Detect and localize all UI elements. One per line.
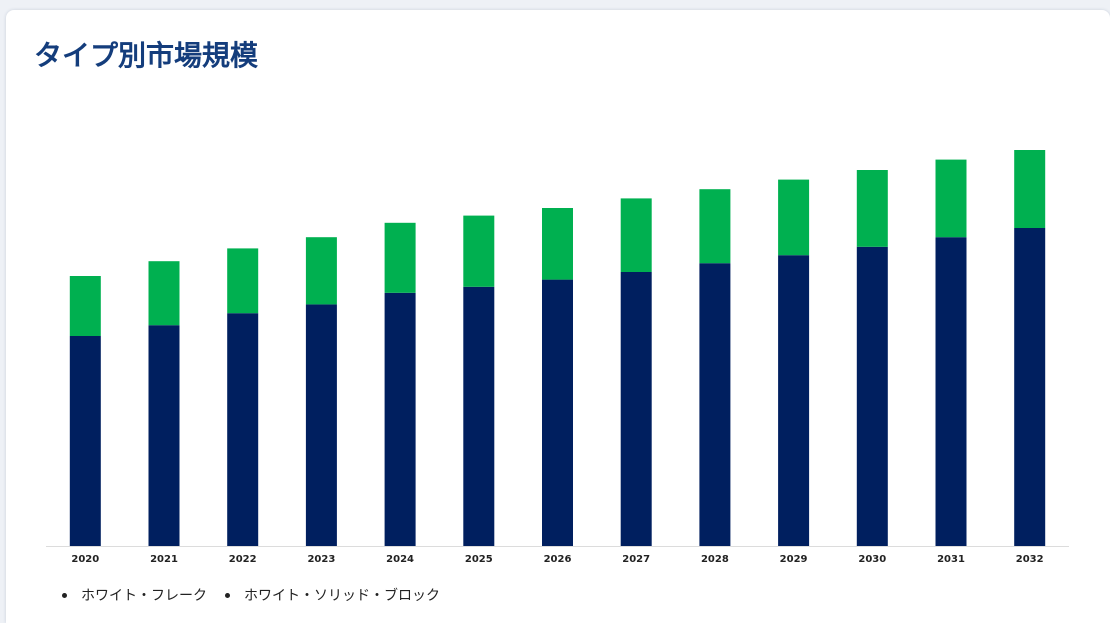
bar-2031-series-1[interactable] <box>935 159 967 238</box>
bar-2030-series-1[interactable] <box>856 170 888 247</box>
bar-2028-series-0[interactable] <box>699 263 731 546</box>
bar-2021-series-0[interactable] <box>148 325 180 546</box>
x-tick-label-2023: 2023 <box>307 554 335 565</box>
chart-legend: ホワイト・フレーク ホワイト・ソリッド・ブロック <box>62 585 440 605</box>
bar-2024-series-1[interactable] <box>384 222 416 293</box>
bar-2029-series-0[interactable] <box>778 255 810 546</box>
x-tick-label-2022: 2022 <box>229 554 257 565</box>
bar-2031-series-0[interactable] <box>935 237 967 546</box>
legend-label-white-solid-block: ホワイト・ソリッド・ブロック <box>244 588 440 604</box>
bar-2027-series-0[interactable] <box>620 272 652 546</box>
x-tick-label-2029: 2029 <box>780 554 808 565</box>
bar-2024-series-0[interactable] <box>384 292 416 546</box>
stacked-bar-chart: 2020 2021 2022 2023 2024 2025 2026 2027 2028 2029… <box>46 150 1069 565</box>
bar-2021-series-1[interactable] <box>148 261 180 326</box>
bar-2022-series-0[interactable] <box>227 313 259 546</box>
bar-2032-series-1[interactable] <box>1014 150 1046 228</box>
legend-item-white-flake[interactable]: ホワイト・フレーク <box>62 585 207 605</box>
legend-bullet-icon <box>62 592 67 598</box>
bar-2023-series-1[interactable] <box>305 237 337 305</box>
x-tick-label-2028: 2028 <box>701 554 729 565</box>
bar-2032-series-0[interactable] <box>1014 228 1046 546</box>
x-tick-label-2026: 2026 <box>544 554 572 565</box>
bar-2025-series-1[interactable] <box>463 215 495 287</box>
bar-2029-series-1[interactable] <box>778 179 810 256</box>
x-tick-label-2031: 2031 <box>937 554 965 565</box>
x-tick-label-2020: 2020 <box>71 554 99 565</box>
bar-2030-series-0[interactable] <box>856 246 888 547</box>
bar-2020-series-0[interactable] <box>69 336 101 546</box>
legend-label-white-flake: ホワイト・フレーク <box>81 588 207 604</box>
legend-item-white-solid-block[interactable]: ホワイト・ソリッド・ブロック <box>225 585 440 605</box>
x-tick-label-2032: 2032 <box>1016 554 1044 565</box>
bar-2020-series-1[interactable] <box>69 276 101 336</box>
bar-2023-series-0[interactable] <box>305 304 337 546</box>
bar-2028-series-1[interactable] <box>699 189 731 264</box>
bar-2026-series-1[interactable] <box>542 208 573 280</box>
bar-2027-series-1[interactable] <box>620 198 652 272</box>
x-tick-label-2024: 2024 <box>386 554 414 565</box>
x-tick-label-2030: 2030 <box>858 554 886 565</box>
x-tick-label-2027: 2027 <box>622 554 650 565</box>
x-tick-label-2021: 2021 <box>150 554 178 565</box>
page-title: タイプ別市場規模 <box>34 39 259 72</box>
bar-2025-series-0[interactable] <box>463 286 495 546</box>
legend-bullet-icon <box>225 592 230 598</box>
chart-card: タイプ別市場規模 2020 2021 2022 2023 2024 2025 2026 202… <box>6 10 1110 623</box>
bar-2026-series-0[interactable] <box>542 279 573 546</box>
bar-2022-series-1[interactable] <box>227 248 259 314</box>
x-tick-label-2025: 2025 <box>465 554 493 565</box>
